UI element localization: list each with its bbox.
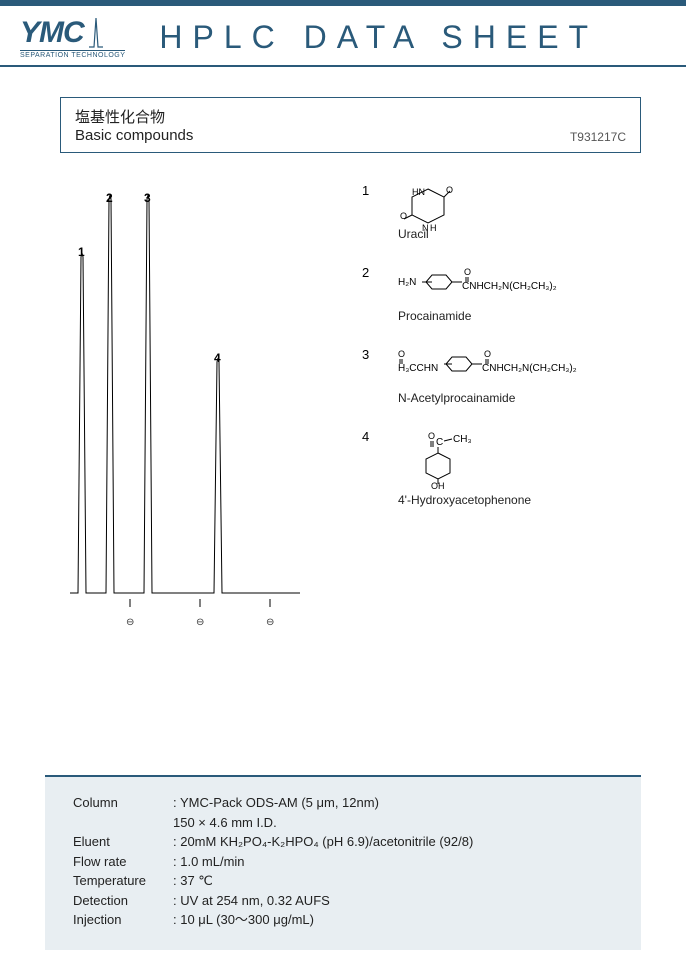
compound-item: 3 O H₃CCHN O CNHCH₂N(CH₂CH₃)₂ N-Acetylpr…: [380, 347, 640, 405]
compound-number: 2: [362, 265, 369, 280]
condition-value: : 20mM KH₂PO₄-K₂HPO₄ (pH 6.9)/acetonitri…: [173, 832, 613, 852]
svg-text:OH: OH: [431, 481, 445, 489]
title-box: 塩基性化合物 Basic compounds T931217C: [60, 97, 641, 153]
page-title: HPLC DATA SHEET: [159, 19, 598, 56]
condition-label: Flow rate: [73, 852, 173, 872]
svg-text:H₃CCHN: H₃CCHN: [398, 363, 438, 374]
compound-item: 1 O O N HN H Uracil: [380, 183, 640, 241]
svg-text:O: O: [428, 431, 435, 441]
condition-row: Flow rate: 1.0 mL/min: [73, 852, 613, 872]
condition-row: 150 × 4.6 mm I.D.: [73, 813, 613, 833]
compound-number: 1: [362, 183, 369, 198]
compound-number: 3: [362, 347, 369, 362]
peak-label: 4: [214, 351, 221, 365]
condition-row: Column: YMC-Pack ODS-AM (5 μm, 12nm): [73, 793, 613, 813]
svg-text:HN: HN: [412, 187, 425, 197]
svg-text:O: O: [464, 267, 471, 277]
axis-tick: ⊖: [196, 617, 204, 628]
structure-icon: O H₃CCHN O CNHCH₂N(CH₂CH₃)₂: [398, 347, 640, 387]
condition-row: Temperature: 37 ℃: [73, 871, 613, 891]
condition-value: : 10 μL (30～300 μg/mL): [173, 910, 613, 930]
chromatogram: 1 2 3 4 ⊖ ⊖ ⊖: [60, 183, 320, 663]
svg-text:CH₃: CH₃: [453, 434, 472, 445]
compound-number: 4: [362, 429, 369, 444]
condition-row: Injection: 10 μL (30～300 μg/mL): [73, 910, 613, 930]
condition-value: : YMC-Pack ODS-AM (5 μm, 12nm): [173, 793, 613, 813]
condition-label: Detection: [73, 891, 173, 911]
structure-icon: O C CH₃ OH: [398, 429, 640, 489]
condition-value: : UV at 254 nm, 0.32 AUFS: [173, 891, 613, 911]
svg-text:CNHCH₂N(CH₂CH₃)₂: CNHCH₂N(CH₂CH₃)₂: [482, 363, 577, 374]
logo-peak-icon: [88, 16, 104, 48]
compound-name: 4'-Hydroxyacetophenone: [398, 493, 640, 507]
condition-value: 150 × 4.6 mm I.D.: [173, 813, 613, 833]
condition-row: Eluent: 20mM KH₂PO₄-K₂HPO₄ (pH 6.9)/acet…: [73, 832, 613, 852]
condition-label: Injection: [73, 910, 173, 930]
logo: YMC SEPARATION TECHNOLOGY: [20, 16, 125, 59]
peak-label: 1: [78, 245, 85, 259]
conditions-panel: Column: YMC-Pack ODS-AM (5 μm, 12nm) 150…: [45, 775, 641, 950]
logo-subtitle: SEPARATION TECHNOLOGY: [20, 50, 125, 59]
title-en: Basic compounds: [75, 127, 193, 144]
condition-label: Column: [73, 793, 173, 813]
condition-label: Eluent: [73, 832, 173, 852]
chromatogram-svg: [60, 183, 320, 663]
svg-text:O: O: [400, 211, 407, 221]
svg-text:C: C: [436, 437, 443, 448]
document-code: T931217C: [570, 130, 626, 144]
svg-text:H: H: [430, 223, 437, 231]
title-left: 塩基性化合物 Basic compounds: [75, 106, 193, 144]
compound-name: N-Acetylprocainamide: [398, 391, 640, 405]
peak-label: 2: [106, 191, 113, 205]
compound-item: 2 H₂N O CNHCH₂N(CH₂CH₃)₂ Procainamide: [380, 265, 640, 323]
compound-item: 4 O C CH₃ OH 4'-Hydroxyacetophenone: [380, 429, 640, 507]
peak-label: 3: [144, 191, 151, 205]
condition-row: Detection: UV at 254 nm, 0.32 AUFS: [73, 891, 613, 911]
condition-value: : 37 ℃: [173, 871, 613, 891]
svg-text:O: O: [398, 349, 405, 359]
title-jp: 塩基性化合物: [75, 106, 193, 127]
svg-text:H₂N: H₂N: [398, 277, 416, 288]
svg-text:O: O: [484, 349, 491, 359]
axis-tick: ⊖: [266, 617, 274, 628]
content-area: 1 2 3 4 ⊖ ⊖ ⊖ 1 O O N HN H Uracil: [60, 173, 641, 673]
condition-value: : 1.0 mL/min: [173, 852, 613, 872]
condition-label: [73, 813, 173, 833]
svg-text:CNHCH₂N(CH₂CH₃)₂: CNHCH₂N(CH₂CH₃)₂: [462, 281, 557, 292]
compound-name: Procainamide: [398, 309, 640, 323]
axis-tick: ⊖: [126, 617, 134, 628]
condition-label: Temperature: [73, 871, 173, 891]
compound-list: 1 O O N HN H Uracil 2 H₂N: [380, 183, 640, 531]
structure-icon: H₂N O CNHCH₂N(CH₂CH₃)₂: [398, 265, 640, 305]
structure-icon: O O N HN H: [398, 183, 640, 223]
header: YMC SEPARATION TECHNOLOGY HPLC DATA SHEE…: [0, 6, 686, 67]
logo-text: YMC: [20, 18, 84, 48]
